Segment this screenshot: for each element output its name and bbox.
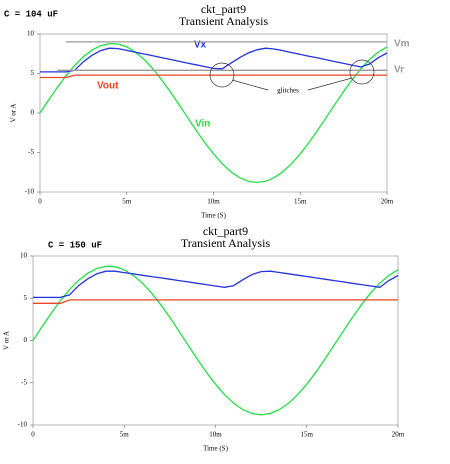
y-axis-label: V or A [3, 331, 11, 350]
x-axis-label: Time (S) [201, 212, 227, 220]
y-axis-label: V or A [10, 104, 18, 123]
x-tick-label: 0 [38, 198, 42, 206]
series-line [40, 47, 388, 73]
x-tick-label: 5m [122, 198, 132, 206]
x-tick-label: 10m [209, 431, 222, 439]
y-tick-label: -10 [25, 188, 35, 196]
pointer [307, 77, 353, 91]
x-tick-label: 20m [392, 431, 405, 439]
series-line [39, 42, 388, 184]
series-label: Vr [394, 65, 404, 76]
x-tick-label: 20m [381, 198, 394, 206]
pointer [231, 79, 269, 91]
y-tick-label: -5 [21, 378, 27, 386]
y-tick-label: -5 [28, 148, 34, 156]
series-label: Vout [97, 81, 119, 92]
plot-area [39, 33, 388, 193]
annotation: glitches [277, 87, 299, 95]
x-axis-label: Time (S) [203, 445, 229, 453]
x-tick-label: 15m [294, 198, 307, 206]
series-label: Vx [194, 40, 207, 51]
chart-subtitle: Transient Analysis [179, 14, 269, 28]
series-line [33, 270, 399, 299]
y-tick-label: 5 [31, 69, 35, 77]
x-tick-label: 5m [120, 431, 130, 439]
y-tick-label: 10 [20, 252, 28, 260]
chart-label: C = 150 uF [48, 240, 102, 250]
y-tick-label: 5 [24, 294, 28, 302]
y-tick-label: 10 [27, 30, 35, 38]
series-line [40, 74, 387, 79]
y-tick-label: 0 [31, 109, 35, 117]
chart-title: ckt_part9 [201, 2, 246, 16]
series-line [32, 265, 399, 416]
glitch-circle [349, 59, 375, 85]
y-tick-label: -10 [18, 421, 28, 429]
glitch-circle [209, 62, 235, 88]
chart-subtitle: Transient Analysis [181, 236, 271, 250]
y-tick-label: 0 [24, 336, 28, 344]
x-tick-label: 15m [301, 431, 314, 439]
series-line [33, 299, 398, 304]
series-label: Vm [394, 39, 410, 50]
x-tick-label: 0 [31, 431, 35, 439]
x-tick-label: 10m [207, 198, 220, 206]
series-label: Vin [195, 119, 210, 130]
chart-label: C = 104 uF [4, 9, 58, 19]
chart-title: ckt_part9 [203, 224, 248, 238]
